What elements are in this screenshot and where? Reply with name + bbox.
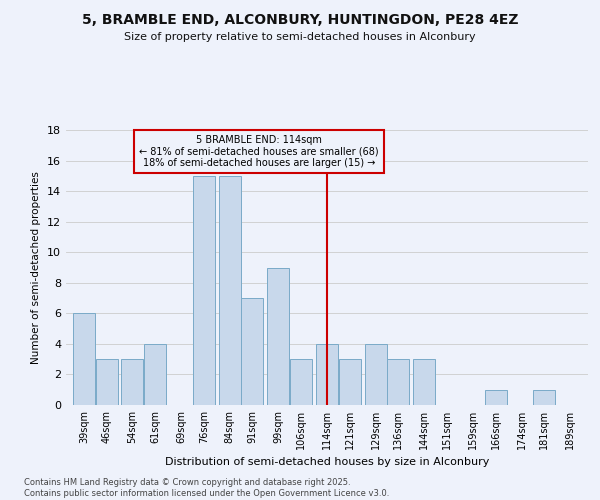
Bar xyxy=(413,359,435,405)
Bar xyxy=(121,359,143,405)
Bar xyxy=(73,314,95,405)
Text: 5, BRAMBLE END, ALCONBURY, HUNTINGDON, PE28 4EZ: 5, BRAMBLE END, ALCONBURY, HUNTINGDON, P… xyxy=(82,12,518,26)
Text: 5 BRAMBLE END: 114sqm
← 81% of semi-detached houses are smaller (68)
18% of semi: 5 BRAMBLE END: 114sqm ← 81% of semi-deta… xyxy=(139,134,379,168)
Text: Size of property relative to semi-detached houses in Alconbury: Size of property relative to semi-detach… xyxy=(124,32,476,42)
Bar xyxy=(144,344,166,405)
Bar xyxy=(193,176,215,405)
Bar xyxy=(95,359,118,405)
Bar xyxy=(365,344,386,405)
Bar xyxy=(533,390,555,405)
X-axis label: Distribution of semi-detached houses by size in Alconbury: Distribution of semi-detached houses by … xyxy=(165,458,489,468)
Text: Contains HM Land Registry data © Crown copyright and database right 2025.
Contai: Contains HM Land Registry data © Crown c… xyxy=(24,478,389,498)
Bar xyxy=(268,268,289,405)
Bar xyxy=(485,390,506,405)
Bar xyxy=(338,359,361,405)
Bar xyxy=(290,359,312,405)
Bar xyxy=(241,298,263,405)
Bar xyxy=(388,359,409,405)
Bar xyxy=(316,344,338,405)
Bar xyxy=(219,176,241,405)
Y-axis label: Number of semi-detached properties: Number of semi-detached properties xyxy=(31,171,41,364)
